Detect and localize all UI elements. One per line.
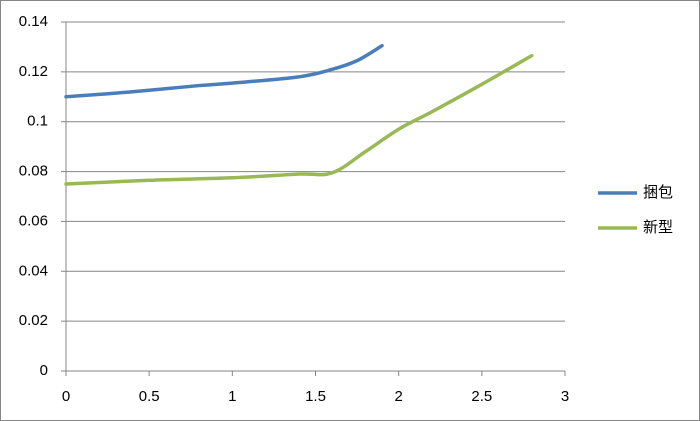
x-tick-label: 1.5 [305, 388, 326, 405]
y-tick-label: 0.14 [19, 13, 48, 30]
y-tick-label: 0.04 [19, 262, 48, 279]
x-tick-label: 2 [394, 388, 402, 405]
y-tick-label: 0.06 [19, 212, 48, 229]
y-tick-label: 0.08 [19, 163, 48, 180]
y-tick-label: 0.1 [27, 113, 48, 130]
x-tick-label: 2.5 [471, 388, 492, 405]
y-tick-label: 0.12 [19, 63, 48, 80]
x-tick-label: 0.5 [139, 388, 160, 405]
legend-label: 捆包 [643, 184, 673, 201]
x-tick-label: 0 [62, 388, 70, 405]
x-tick-label: 1 [228, 388, 236, 405]
y-tick-label: 0.02 [19, 312, 48, 329]
series-line [64, 43, 384, 99]
legend-label: 新型 [643, 219, 673, 236]
x-tick-label: 3 [561, 388, 569, 405]
series-line [64, 53, 534, 186]
y-tick-label: 0 [40, 362, 48, 379]
